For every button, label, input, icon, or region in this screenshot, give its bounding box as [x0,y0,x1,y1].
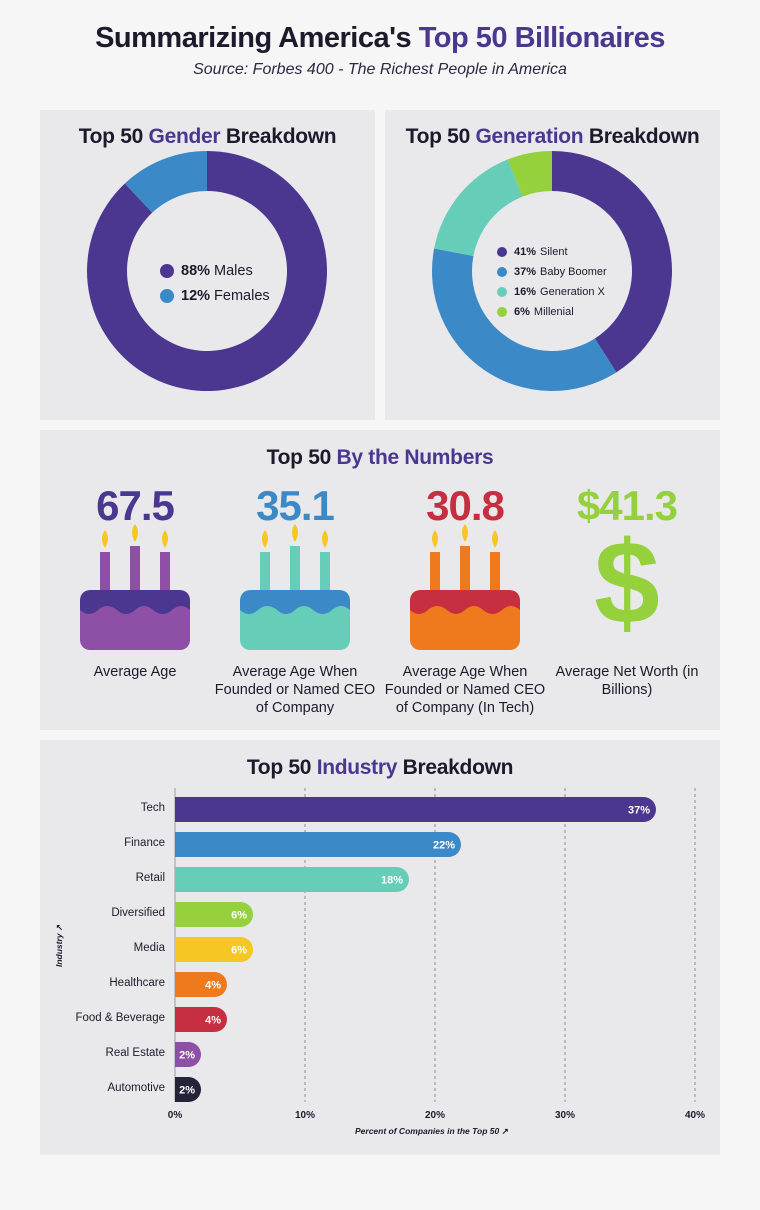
numbers-panel: Top 50 By the Numbers 67.5 Average Age 3… [40,430,720,730]
bar-healthcare [175,972,227,997]
donut-slice-baby-boomer [432,248,617,392]
donut-slice-males [86,151,328,392]
stat-founded-age-label: Average Age When Founded or Named CEO of… [214,664,376,716]
bar-value-label: 37% [628,805,650,817]
legend-item-silent: 41% Silent [497,242,607,262]
title-part-2: Top 50 Billionaires [418,22,666,54]
legend-value: 88% [181,262,211,279]
legend-item-millenial: 6% Millenial [497,302,607,322]
x-axis-title: Percent of Companies in the Top 50 ↗ [355,1126,509,1136]
legend-item-baby-boomer: 37% Baby Boomer [497,262,607,282]
generation-panel-title: Top 50 Generation Breakdown [405,125,700,148]
stat-average-age-value: 67.5 [96,482,175,529]
x-tick-label: 0% [167,1110,183,1121]
y-axis-title: Industry ↗ [54,923,65,968]
bar-finance [175,832,461,857]
legend-label: Silent [540,246,568,258]
donut-slice-millenial [507,151,552,197]
bar-value-label: 2% [179,1050,195,1062]
page-title: Summarizing America's Top 50 Billionaire… [0,22,760,55]
cake-icon-purple [80,524,190,650]
donut-slice-generation-x [434,159,523,257]
legend-label: Females [214,287,270,304]
legend-label: Males [214,262,253,279]
category-label: Finance [124,836,165,849]
dollar-icon: $ [594,517,660,649]
bar-automotive [175,1077,201,1102]
title-part-1: Summarizing America's [95,22,419,54]
stat-average-age-label: Average Age [93,664,177,680]
cake-icon-orange [410,524,520,650]
page-header: Summarizing America's Top 50 Billionaire… [0,22,760,79]
legend-value: 6% [514,306,530,318]
stat-net-worth-value: $41.3 [576,482,678,529]
legend-label: Generation X [540,286,605,298]
bar-value-label: 4% [205,980,221,992]
bar-real-estate [175,1042,201,1067]
x-tick-label: 20% [424,1110,445,1121]
bar-value-label: 18% [381,875,403,887]
bar-value-label: 6% [231,910,247,922]
legend-value: 12% [181,287,211,304]
stat-founded-age-value: 35.1 [256,482,335,529]
bar-diversified [175,902,253,927]
stat-tech-founded-age-value: 30.8 [426,482,505,529]
category-label: Media [133,941,165,954]
x-tick-label: 40% [684,1110,705,1121]
x-tick-label: 10% [294,1110,315,1121]
legend-item-males: 88% Males [160,258,270,283]
generation-panel: Top 50 Generation Breakdown 41% Silent 37%… [385,110,720,420]
category-label: Food & Beverage [75,1011,165,1024]
category-label: Automotive [107,1081,165,1094]
category-label: Diversified [111,906,165,919]
legend-value: 16% [514,286,537,298]
gender-donut-chart [86,151,328,392]
industry-panel-title: Top 50 Industry Breakdown [246,756,514,779]
page-subtitle: Source: Forbes 400 - The Richest People … [193,61,567,78]
legend-item-females: 12% Females [160,283,270,308]
donut-slice-silent [552,151,672,373]
bar-value-label: 4% [205,1015,221,1027]
bar-media [175,937,253,962]
legend-label: Millenial [533,306,574,318]
legend-dot [497,247,507,257]
legend-value: 41% [514,246,537,258]
bar-retail [175,867,409,892]
category-label: Real Estate [105,1046,165,1059]
legend-dot [160,288,174,303]
gender-panel-title: Top 50 Gender Breakdown [78,125,337,148]
generation-donut-chart [432,151,672,392]
legend-label: Baby Boomer [540,266,607,278]
numbers-panel-title: Top 50 By the Numbers [266,446,494,469]
x-tick-label: 30% [554,1110,575,1121]
industry-bar-chart: 37% 22% 18% 6% 6% 4% 4% 2% 2% [174,788,696,1102]
category-label: Healthcare [109,976,165,989]
industry-panel: Top 50 Industry Breakdown 37% 22% 18% 6% 6% 4… [40,740,720,1155]
gender-panel: Top 50 Gender Breakdown 88% Males 12% Femal… [40,110,375,420]
category-label: Retail [135,871,165,884]
legend-dot [497,307,507,317]
bar-food-beverage [175,1007,227,1032]
stat-tech-founded-age-label: Average Age When Founded or Named CEO of… [384,664,546,716]
category-label: Tech [140,801,165,814]
bar-value-label: 22% [433,840,455,852]
bar-value-label: 2% [179,1085,195,1097]
legend-dot [497,267,507,277]
legend-dot [497,287,507,297]
legend-dot [160,263,174,278]
cake-icon-teal [240,524,350,650]
gender-legend: 88% Males 12% Females [160,258,270,308]
bar-value-label: 6% [231,945,247,957]
bar-tech [175,797,656,822]
generation-legend: 41% Silent 37% Baby Boomer 16% Generation X 6%… [497,242,607,322]
legend-value: 37% [514,266,537,278]
legend-item-generation-x: 16% Generation X [497,282,607,302]
stat-net-worth-label: Average Net Worth (in Billions) [555,664,699,698]
donut-slice-females [124,151,207,213]
